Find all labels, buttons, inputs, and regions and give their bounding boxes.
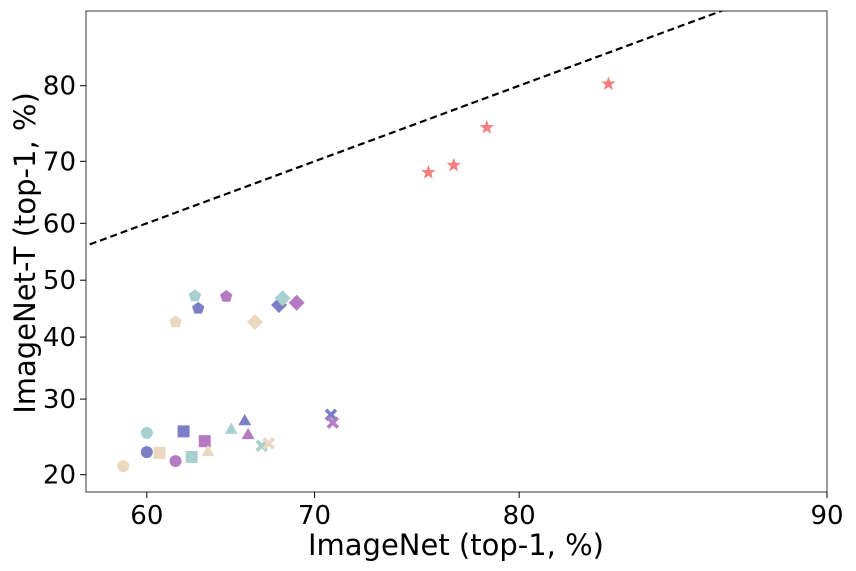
data-point-pentagon [220, 290, 233, 302]
y-tick-label: 60 [43, 209, 76, 239]
data-point-star [446, 157, 461, 172]
y-tick-label: 50 [43, 266, 76, 296]
data-point-pentagon [192, 301, 205, 314]
data-point-circle [169, 455, 182, 468]
data-point-pentagon [169, 315, 182, 328]
y-tick-label: 30 [43, 385, 76, 415]
x-axis: 60 70 80 90 [130, 492, 844, 531]
data-point-circle [140, 446, 153, 459]
plot-frame [85, 10, 828, 493]
y-axis: 20 30 40 50 60 70 80 [43, 72, 86, 491]
data-point-diamond [246, 314, 263, 331]
y-tick-label: 70 [43, 147, 76, 177]
data-point-x [262, 437, 275, 450]
data-point-circle [117, 460, 130, 473]
data-point-star [421, 165, 436, 179]
data-point-triangle [241, 427, 255, 440]
x-tick-label: 80 [503, 501, 536, 531]
data-point-star [601, 76, 616, 91]
data-point-x [326, 416, 340, 429]
data-point-square [177, 425, 190, 438]
data-point-square [198, 435, 211, 448]
x-axis-label: ImageNet (top-1, %) [308, 528, 604, 562]
data-point-diamond [274, 290, 291, 307]
y-tick-label: 40 [43, 323, 76, 353]
data-point-triangle [224, 422, 238, 434]
y-tick-label: 20 [43, 461, 76, 491]
x-tick-label: 90 [810, 501, 843, 531]
reference-line [86, 11, 725, 247]
data-point-diamond [288, 294, 305, 311]
data-point-square [185, 450, 198, 463]
data-point-triangle [201, 444, 215, 457]
data-point-pentagon [188, 289, 202, 302]
data-point-star [479, 120, 494, 134]
y-axis-label: ImageNet-T (top-1, %) [8, 92, 42, 414]
data-point-triangle [238, 413, 252, 426]
y-tick-label: 80 [43, 72, 76, 102]
data-point-circle [140, 426, 153, 439]
x-tick-label: 60 [130, 501, 163, 531]
plot-area [85, 10, 828, 493]
x-tick-label: 70 [298, 501, 331, 531]
data-point-square [153, 446, 166, 459]
